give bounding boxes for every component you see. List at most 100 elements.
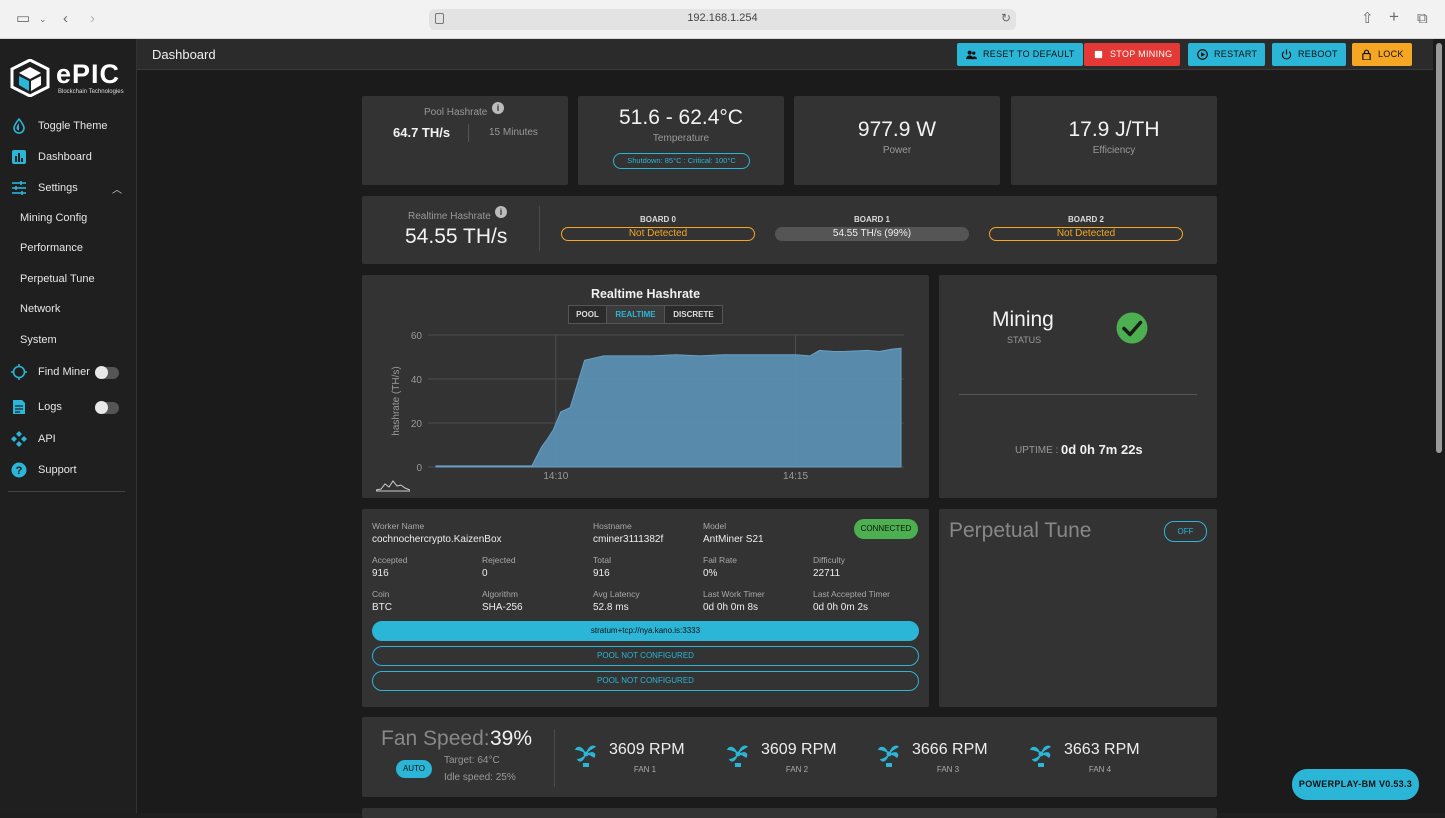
sidebar-item-network[interactable]: Network [0, 296, 137, 324]
divider [468, 124, 469, 142]
main-content: Pool Hashrate i 64.7 TH/s 15 Minutes 51.… [137, 70, 1433, 818]
sidebar-item-toggle-theme[interactable]: Toggle Theme [0, 113, 137, 141]
logo-cube-icon [10, 59, 50, 97]
uptime-value: 0d 0h 7m 22s [1061, 442, 1143, 457]
fan-mode-badge[interactable]: AUTO [396, 760, 432, 778]
last-accepted-label: Last Accepted Timer [813, 589, 891, 599]
uptime-label: UPTIME : [1015, 445, 1059, 456]
sidebar-item-system[interactable]: System [0, 327, 137, 355]
coin-value: BTC [372, 602, 392, 613]
sidebar-item-mining-config[interactable]: Mining Config [0, 205, 137, 233]
total-value: 916 [593, 568, 610, 579]
reload-icon[interactable]: ↻ [1000, 11, 1011, 25]
scrollbar-thumb[interactable] [1436, 43, 1442, 453]
sidebar-item-label: Find Miner [38, 366, 90, 378]
sidebar-item-performance[interactable]: Performance [0, 235, 137, 263]
share-icon[interactable]: ⇧ [1361, 10, 1374, 27]
fan-speed-label: Fan Speed: [381, 727, 490, 750]
scrollbar[interactable] [1433, 39, 1445, 813]
brand-name: ePIC [56, 59, 121, 89]
worker-card: Worker Name cochnochercrypto.KaizenBox H… [362, 509, 929, 707]
sidebar-item-perpetual-tune[interactable]: Perpetual Tune [0, 266, 137, 294]
logs-toggle[interactable] [95, 401, 119, 414]
address-bar[interactable]: 192.168.1.254 ↻ [429, 9, 1016, 30]
play-circle-icon [1197, 49, 1208, 60]
algorithm-label: Algorithm [482, 589, 518, 599]
rejected-value: 0 [482, 568, 488, 579]
hostname-label: Hostname [593, 521, 632, 531]
divider [539, 206, 540, 251]
worker-name-label: Worker Name [372, 521, 425, 531]
chevron-down-icon[interactable]: ⌄ [39, 14, 47, 24]
pool-3-bar[interactable]: POOL NOT CONFIGURED [372, 671, 919, 691]
find-miner-toggle[interactable] [95, 366, 119, 379]
chart-icon [12, 150, 26, 164]
page-title: Dashboard [152, 47, 216, 62]
fan-2: 3609 RPM FAN 2 [725, 739, 845, 779]
sidebar-item-label: Support [38, 464, 77, 476]
tabs-overview-icon[interactable]: ⧉ [1417, 10, 1428, 27]
fan-icon [1030, 745, 1051, 767]
info-icon[interactable]: i [492, 102, 504, 114]
sidebar-item-label: Performance [20, 242, 83, 254]
power-value: 977.9 W [857, 118, 937, 141]
connected-badge: CONNECTED [854, 519, 918, 539]
stop-label: STOP MINING [1110, 49, 1173, 59]
board-1-label: BOARD 1 [853, 215, 890, 224]
board-2-label: BOARD 2 [1067, 215, 1104, 224]
efficiency-label: Efficiency [1092, 145, 1136, 156]
worker-name-value: cochnochercrypto.KaizenBox [372, 534, 502, 545]
fail-rate-label: Fail Rate [703, 555, 738, 565]
fan-icon [575, 745, 596, 767]
sidebar-item-label: Toggle Theme [38, 120, 108, 132]
sidebar-item-label: Logs [38, 401, 62, 413]
latency-value: 52.8 ms [593, 602, 629, 613]
total-label: Total [593, 555, 611, 565]
perpetual-tune-toggle[interactable]: OFF [1164, 521, 1207, 542]
realtime-hashrate-card: Realtime Hashrate i 54.55 TH/s BOARD 0 N… [362, 196, 1217, 264]
fan-speed-percent: 39% [490, 727, 533, 750]
sidebar-item-logs[interactable]: Logs [0, 394, 137, 422]
new-tab-icon[interactable]: + [1389, 7, 1399, 26]
sidebar-item-label: Perpetual Tune [20, 273, 95, 285]
fan-rpm: 3609 RPM [609, 741, 685, 758]
fan-name: FAN 3 [936, 765, 960, 774]
temperature-limits-badge: Shutdown: 85°C : Critical: 100°C [613, 153, 750, 169]
url-text: 192.168.1.254 [687, 12, 758, 24]
temperature-card: 51.6 - 62.4°C Temperature Shutdown: 85°C… [578, 96, 784, 185]
sidebar-item-api[interactable]: API [0, 426, 137, 454]
mining-status-card: Mining STATUS UPTIME : 0d 0h 7m 22s [939, 275, 1217, 498]
y-axis-label: hashrate (TH/s) [391, 366, 402, 435]
reboot-button[interactable]: REBOOT [1272, 43, 1346, 66]
forward-icon[interactable]: › [90, 10, 95, 27]
back-icon[interactable]: ‹ [63, 10, 68, 27]
accepted-value: 916 [372, 568, 389, 579]
tab-discrete[interactable]: DISCRETE [664, 305, 723, 324]
info-icon[interactable]: i [495, 206, 507, 218]
sidebar-item-settings[interactable]: Settings ︿ [0, 175, 137, 203]
reset-to-default-button[interactable]: RESET TO DEFAULT [957, 43, 1083, 66]
pool-2-bar[interactable]: POOL NOT CONFIGURED [372, 646, 919, 666]
fan-icon [878, 745, 899, 767]
perpetual-tune-card: Perpetual Tune OFF [939, 509, 1217, 707]
sidebar-item-find-miner[interactable]: Find Miner [0, 359, 137, 387]
lock-button[interactable]: LOCK [1352, 43, 1412, 66]
fail-rate-value: 0% [703, 568, 718, 579]
last-work-label: Last Work Timer [703, 589, 765, 599]
chevron-up-icon[interactable]: ︿ [112, 185, 122, 196]
model-label: Model [703, 521, 727, 531]
sidebar-item-label: Dashboard [38, 151, 92, 163]
sliders-icon [12, 181, 26, 195]
stop-mining-button[interactable]: STOP MINING [1084, 43, 1181, 66]
pool-hashrate-card: Pool Hashrate i 64.7 TH/s 15 Minutes [362, 96, 568, 185]
sidebar-item-label: Network [20, 303, 61, 315]
efficiency-card: 17.9 J/TH Efficiency [1011, 96, 1217, 185]
sidebar-item-dashboard[interactable]: Dashboard [0, 144, 137, 172]
pool-1-bar[interactable]: stratum+tcp://nya.kano.is:3333 [372, 621, 919, 641]
version-badge[interactable]: POWERPLAY-BM V0.53.3 [1292, 769, 1419, 800]
stop-icon [1094, 50, 1103, 59]
restart-button[interactable]: RESTART [1188, 43, 1266, 66]
sidebar-item-support[interactable]: ? Support [0, 457, 137, 485]
users-icon [966, 50, 977, 60]
sidebar-toggle-icon[interactable]: ▭ [16, 10, 31, 27]
